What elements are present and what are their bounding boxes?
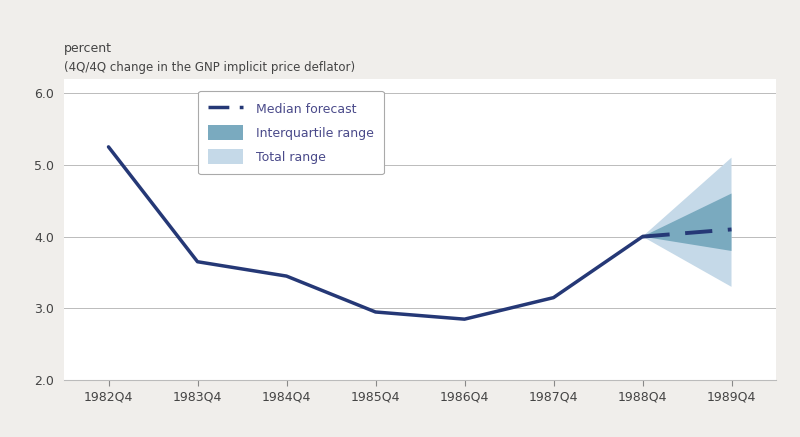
Text: percent: percent <box>64 42 112 55</box>
Legend: Median forecast, Interquartile range, Total range: Median forecast, Interquartile range, To… <box>198 91 384 174</box>
Polygon shape <box>642 194 731 251</box>
Text: (4Q/4Q change in the GNP implicit price deflator): (4Q/4Q change in the GNP implicit price … <box>64 61 355 73</box>
Polygon shape <box>642 158 731 287</box>
